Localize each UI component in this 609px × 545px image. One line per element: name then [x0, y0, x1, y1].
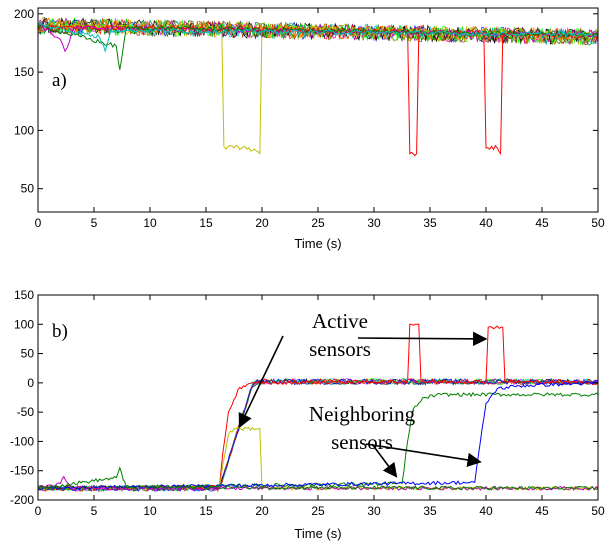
x-tick-label-b: 45 [535, 504, 549, 518]
x-tick-label-a: 20 [255, 216, 269, 230]
y-tick-label-a: 150 [14, 65, 34, 79]
annotation-arrow-0-0 [238, 335, 284, 429]
x-tick-label-b: 20 [255, 504, 269, 518]
panel-label-a: a) [52, 70, 67, 91]
y-tick-label-b: -200 [10, 493, 34, 507]
annotation-active-line2: sensors [309, 337, 371, 361]
x-tick-label-a: 15 [199, 216, 213, 230]
x-axis-title-b: Time (s) [294, 526, 341, 541]
annotation-neighboring-line2: sensors [331, 430, 393, 454]
y-tick-label-b: 100 [14, 317, 34, 331]
x-tick-label-b: 40 [479, 504, 493, 518]
series-line-a-3 [38, 23, 598, 70]
y-tick-label-a: 100 [14, 123, 34, 137]
chart-panel-b: 0 5 10 15 20 25 30 35 40 45 50 -200 -150 -100 -50 0 50 10… [10, 288, 605, 541]
x-tick-label-a: 5 [91, 216, 98, 230]
x-tick-label-b: 30 [367, 504, 381, 518]
x-tick-label-a: 50 [591, 216, 605, 230]
background-trace-9 [38, 17, 598, 45]
axes-frame-b [37, 294, 599, 501]
x-tick-label-a: 35 [423, 216, 437, 230]
y-tick-label-b: 0 [27, 376, 34, 390]
x-tick-label-a: 25 [311, 216, 325, 230]
annotation-arrows [238, 331, 488, 478]
y-tick-label-b: -50 [17, 405, 35, 419]
x-tick-label-b: 35 [423, 504, 437, 518]
x-tick-label-b: 50 [591, 504, 605, 518]
x-tick-label-b: 5 [91, 504, 98, 518]
background-trace-6 [38, 17, 598, 45]
x-tick-label-a: 45 [535, 216, 549, 230]
plot-area-b [38, 295, 598, 500]
x-axis-title-a: Time (s) [294, 236, 341, 251]
chart-panel-a: 0 5 10 15 20 25 30 35 40 45 50 50 100 150 200 a) Time … [14, 7, 605, 251]
annotation-arrow-1-1 [365, 443, 482, 468]
series-group-a [38, 22, 598, 157]
annotation-neighboring-line1: Neighboring [309, 402, 416, 426]
ticks-a: 0 5 10 15 20 25 30 35 40 45 50 50 100 150 200 [14, 7, 605, 230]
x-tick-label-a: 40 [479, 216, 493, 230]
axes-frame-a [37, 7, 599, 213]
series-group-b [38, 323, 598, 493]
annotation-arrow-0-1 [357, 331, 488, 347]
x-tick-label-b: 25 [311, 504, 325, 518]
x-tick-label-b: 15 [199, 504, 213, 518]
series-line-a-2 [38, 22, 598, 53]
y-tick-label-b: 50 [21, 347, 35, 361]
series-line-a-4 [38, 22, 598, 53]
x-tick-label-b: 0 [35, 504, 42, 518]
x-tick-label-a: 10 [143, 216, 157, 230]
y-tick-label-b: -150 [10, 464, 34, 478]
y-tick-label-b: 150 [14, 288, 34, 302]
ticks-b: 0 5 10 15 20 25 30 35 40 45 50 -200 -150 -100 -50 0 50 10… [10, 288, 605, 518]
y-tick-label-b: -100 [10, 434, 34, 448]
panel-label-b: b) [52, 321, 68, 342]
annotation-active-line1: Active [312, 309, 368, 333]
annotation-arrow-1-0 [371, 443, 398, 478]
x-tick-label-a: 30 [367, 216, 381, 230]
x-tick-label-a: 0 [35, 216, 42, 230]
y-tick-label-a: 50 [21, 182, 35, 196]
series-line-b-5 [38, 466, 598, 491]
annotations: Active sensors Neighboring sensors [238, 309, 488, 478]
y-tick-label-a: 200 [14, 7, 34, 21]
series-line-b-3 [38, 381, 598, 491]
x-tick-label-b: 10 [143, 504, 157, 518]
